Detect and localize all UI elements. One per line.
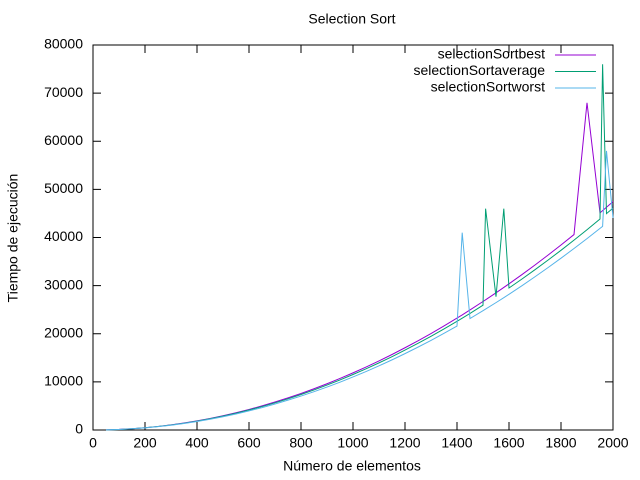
- x-tick-label: 200: [133, 435, 157, 451]
- x-axis-label: Número de elementos: [283, 458, 421, 474]
- x-tick-label: 1000: [337, 435, 368, 451]
- y-tick-label: 50000: [44, 180, 83, 196]
- x-tick-label: 400: [185, 435, 209, 451]
- legend-label: selectionSortaverage: [413, 62, 545, 78]
- y-tick-label: 10000: [44, 373, 83, 389]
- x-tick-label: 1400: [441, 435, 472, 451]
- legend-label: selectionSortworst: [431, 79, 545, 95]
- x-tick-label: 2000: [597, 435, 628, 451]
- series-line: [105, 64, 614, 431]
- x-tick-label: 0: [89, 435, 97, 451]
- legend-label: selectionSortbest: [438, 46, 546, 62]
- y-tick-label: 40000: [44, 228, 83, 244]
- y-tick-label: 0: [75, 421, 83, 437]
- x-tick-label: 1600: [493, 435, 524, 451]
- plot-frame: [92, 44, 614, 431]
- y-tick-label: 60000: [44, 132, 83, 148]
- x-tick-label: 800: [289, 435, 313, 451]
- x-tick-label: 1200: [389, 435, 420, 451]
- series-line: [105, 102, 614, 431]
- series-line: [105, 150, 614, 431]
- x-tick-label: 600: [237, 435, 261, 451]
- y-tick-label: 80000: [44, 36, 83, 52]
- y-tick-label: 30000: [44, 276, 83, 292]
- x-tick-label: 1800: [545, 435, 576, 451]
- y-tick-label: 70000: [44, 84, 83, 100]
- y-axis-label: Tiempo de ejecución: [5, 174, 21, 303]
- chart-title: Selection Sort: [308, 11, 395, 27]
- y-tick-label: 20000: [44, 324, 83, 340]
